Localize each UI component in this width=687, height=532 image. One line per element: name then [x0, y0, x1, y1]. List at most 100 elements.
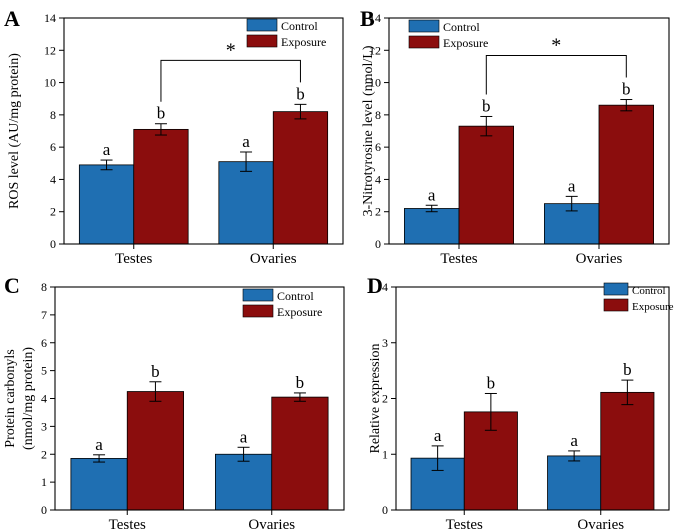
y-tick-label: 4: [375, 172, 381, 186]
y-tick-label: 2: [41, 447, 47, 461]
bar-control-ovaries: [218, 161, 274, 245]
x-tick-label: Testes: [446, 517, 483, 532]
significance-letter: a: [434, 426, 442, 445]
significance-letter: b: [296, 373, 305, 392]
y-tick-label: 1: [382, 447, 388, 461]
bar-exposure-testes: [126, 391, 185, 511]
y-tick-label: 5: [41, 364, 47, 378]
plot-frame: [63, 17, 344, 245]
legend-swatch-exposure: [603, 298, 629, 312]
x-tick-label: Testes: [109, 517, 146, 532]
legend-swatch-exposure: [246, 34, 278, 48]
legend-swatch-control: [408, 19, 440, 33]
bar-exposure-ovaries: [271, 396, 329, 511]
legend-swatch-control: [246, 18, 278, 32]
y-tick-label: 0: [382, 503, 388, 517]
significance-letter: a: [240, 427, 248, 446]
panel-b: Ba b Testes a b Ovaries * 0 2 4 6 8 10 12 14 3-Nitrotyr…: [360, 6, 670, 267]
legend-swatch-control: [603, 282, 629, 296]
y-tick-label: 3: [382, 336, 388, 350]
significance-bracket: [160, 59, 301, 102]
significance-letter: b: [487, 373, 496, 392]
y-tick-label: 8: [41, 280, 47, 294]
bar-exposure-ovaries: [600, 391, 655, 511]
bar-control-testes: [78, 164, 135, 245]
y-axis-label: 3-Nitrotyrosine level (nmol/L): [361, 45, 376, 216]
legend-label-exposure: Exposure: [632, 301, 674, 313]
significance-letter: a: [242, 132, 250, 151]
x-tick-label: Ovaries: [576, 251, 623, 267]
y-tick-label: 1: [41, 475, 47, 489]
y-tick-label: 0: [41, 503, 47, 517]
y-axis-label: Relative expression: [368, 343, 383, 453]
significance-letter: b: [482, 96, 491, 115]
legend-label-exposure: Exposure: [443, 36, 488, 50]
y-tick-label: 4: [41, 392, 47, 406]
x-tick-label: Testes: [115, 251, 152, 267]
y-tick-label: 0: [50, 237, 56, 251]
significance-letter: b: [623, 360, 632, 379]
bar-exposure-ovaries: [598, 104, 654, 245]
legend-label-control: Control: [632, 285, 666, 297]
y-tick-label: 14: [44, 11, 56, 25]
y-tick-label: 4: [50, 172, 56, 186]
bar-control-testes: [403, 208, 460, 245]
y-tick-label: 8: [375, 108, 381, 122]
panel-label: B: [360, 6, 375, 31]
significance-letter: b: [622, 80, 631, 99]
legend-label-control: Control: [443, 20, 480, 34]
y-tick-label: 0: [375, 237, 381, 251]
bar-control-ovaries: [214, 453, 273, 511]
panel-label: A: [4, 6, 20, 31]
bar-exposure-ovaries: [272, 111, 329, 245]
significance-letter: a: [95, 435, 103, 454]
y-tick-label: 10: [44, 76, 56, 90]
panel-d: Da b Testes a b Ovaries 0 1 2 3 4 Relative expressi…: [367, 273, 674, 532]
x-tick-label: Ovaries: [250, 251, 297, 267]
bar-control-ovaries: [547, 455, 602, 511]
y-axis-label: Protein carbonyls: [3, 349, 18, 447]
significance-letter: b: [296, 84, 305, 103]
legend-swatch-control: [242, 288, 274, 302]
y-tick-label: 2: [50, 205, 56, 219]
y-tick-label: 8: [50, 108, 56, 122]
y-tick-label: 12: [44, 43, 56, 57]
significance-letter: a: [103, 140, 111, 159]
legend-label-control: Control: [277, 289, 314, 303]
bar-exposure-testes: [133, 128, 189, 245]
y-tick-label: 2: [375, 205, 381, 219]
y-axis-label: ROS level (AU/mg protein): [7, 53, 22, 209]
significance-letter: a: [570, 431, 578, 450]
y-tick-label: 6: [41, 336, 47, 350]
plot-frame: [388, 17, 670, 245]
x-tick-label: Testes: [440, 251, 477, 267]
panel-c: Ca b Testes a b Ovaries 0 1 2 3 4 5 6 7 8 Protein carbo…: [3, 273, 345, 532]
panel-a: Aa b Testes a b Ovaries * 0 2 4 6 8 10 12 14 ROS level …: [4, 6, 344, 267]
y-tick-label: 12: [369, 43, 381, 57]
legend-label-control: Control: [281, 19, 318, 33]
bar-exposure-testes: [458, 125, 514, 245]
y-tick-label: 2: [382, 392, 388, 406]
significance-letter: b: [151, 362, 160, 381]
legend-swatch-exposure: [242, 304, 274, 318]
legend-label-exposure: Exposure: [281, 35, 326, 49]
y-tick-label: 6: [50, 140, 56, 154]
significance-star: *: [551, 35, 561, 57]
y-tick-label: 14: [369, 11, 381, 25]
panel-label: D: [367, 273, 383, 298]
legend-swatch-exposure: [408, 35, 440, 49]
significance-letter: a: [568, 176, 576, 195]
significance-letter: a: [428, 185, 436, 204]
y-tick-label: 3: [41, 419, 47, 433]
significance-bracket: [485, 55, 627, 95]
significance-letter: b: [157, 104, 166, 123]
y-axis-label-2: (nmol/mg protein): [21, 347, 36, 450]
x-tick-label: Ovaries: [248, 517, 295, 532]
x-tick-label: Ovaries: [577, 517, 624, 532]
legend-label-exposure: Exposure: [277, 305, 322, 319]
y-tick-label: 6: [375, 140, 381, 154]
bar-control-testes: [70, 458, 128, 511]
significance-star: *: [226, 39, 236, 61]
y-tick-label: 4: [382, 280, 388, 294]
